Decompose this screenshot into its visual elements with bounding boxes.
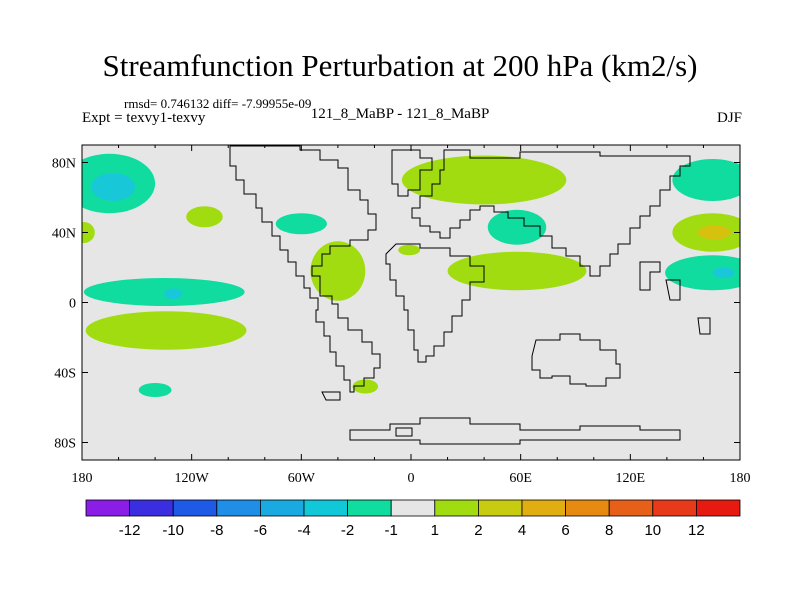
coastlines xyxy=(229,145,711,445)
colorbar-box-1 xyxy=(129,499,174,517)
x-tick-label-3: 0 xyxy=(408,471,415,486)
coastline-2 xyxy=(411,149,691,277)
colorbar-label-1: -10 xyxy=(162,522,184,539)
y-tick-label-3: 40S xyxy=(54,367,76,382)
colorbar-label-2: -8 xyxy=(210,522,223,539)
y-tick-label-0: 80N xyxy=(52,157,76,172)
colorbar-box-8 xyxy=(434,499,479,517)
contour-region-19 xyxy=(352,379,379,394)
colorbar-box-2 xyxy=(172,499,218,517)
coastline-1 xyxy=(391,149,433,197)
x-tick-label-4: 60E xyxy=(509,471,532,486)
y-tick-label-4: 80S xyxy=(54,437,76,452)
x-tick-label-5: 120E xyxy=(616,471,646,486)
coastline-0 xyxy=(229,145,381,393)
colorbar-label-0: -12 xyxy=(119,522,141,539)
coastline-8 xyxy=(697,317,711,335)
colorbar-box-0 xyxy=(85,499,130,517)
contour-region-8 xyxy=(672,159,740,201)
colorbar-label-4: -4 xyxy=(297,522,310,539)
map-axes: 180 120W 60W 0 60E 120E 180 80N 40N 0 40S 80S xyxy=(52,144,751,486)
colorbar-box-3 xyxy=(216,499,261,517)
colorbar-label-8: 2 xyxy=(474,522,482,539)
contour-region-10 xyxy=(401,155,567,205)
map-plot-area xyxy=(82,145,740,460)
contour-region-13 xyxy=(85,311,247,350)
colorbar-box-11 xyxy=(565,499,610,517)
case-label: 121_8_MaBP - 121_8_MaBP xyxy=(310,106,490,122)
chart-title: Streamfunction Perturbation at 200 hPa (… xyxy=(102,48,698,83)
contour-region-7 xyxy=(712,267,735,278)
x-tick-label-1: 120W xyxy=(175,471,210,486)
y-tick-label-1: 40N xyxy=(52,227,76,242)
contour-region-6 xyxy=(665,255,740,291)
colorbar-label-6: -1 xyxy=(385,522,398,539)
colorbar-box-9 xyxy=(477,499,523,517)
colorbar-label-11: 8 xyxy=(605,522,613,539)
y-tick-label-2: 0 xyxy=(69,297,76,312)
colorbar-label-3: -6 xyxy=(254,522,267,539)
contour-region-18 xyxy=(398,244,421,256)
colorbar-label-12: 10 xyxy=(644,522,661,539)
coastline-10 xyxy=(395,427,413,437)
contour-region-1 xyxy=(91,173,136,201)
x-tick-label-6: 180 xyxy=(730,471,751,486)
colorbar-label-7: 1 xyxy=(431,522,439,539)
colorbar-label-5: -2 xyxy=(341,522,354,539)
colorbar-box-14 xyxy=(696,499,741,517)
colorbar-box-13 xyxy=(652,499,697,517)
colorbar: -12 -10 -8 -6 -4 -2 -1 1 2 4 6 8 10 12 xyxy=(85,499,741,539)
colorbar-box-12 xyxy=(608,499,654,517)
contour-region-2 xyxy=(83,278,245,306)
colorbar-label-10: 6 xyxy=(561,522,569,539)
contour-region-9 xyxy=(138,383,172,397)
colorbar-box-4 xyxy=(259,499,305,517)
coastline-4 xyxy=(531,333,621,387)
contour-region-12 xyxy=(310,241,366,301)
colorbar-box-6 xyxy=(347,499,392,517)
contour-region-5 xyxy=(487,209,547,245)
stats-text: rmsd= 0.746132 diff= -7.99955e-09 xyxy=(124,96,312,111)
contour-region-11 xyxy=(447,251,587,291)
contour-region-3 xyxy=(164,288,183,299)
contour-region-4 xyxy=(275,213,327,235)
coastline-5 xyxy=(349,417,681,445)
coastline-3 xyxy=(385,243,485,363)
colorbar-box-10 xyxy=(521,499,566,517)
colorbar-label-13: 12 xyxy=(688,522,705,539)
colorbar-label-9: 4 xyxy=(518,522,526,539)
coastline-7 xyxy=(665,279,681,301)
coastline-9 xyxy=(321,391,341,401)
season-label: DJF xyxy=(716,110,742,126)
x-tick-label-2: 60W xyxy=(288,471,316,486)
colorbar-box-5 xyxy=(303,499,348,517)
coastline-6 xyxy=(639,261,661,291)
contour-region-17 xyxy=(697,225,731,240)
x-tick-label-0: 180 xyxy=(72,471,93,486)
contour-region-15 xyxy=(82,222,95,243)
colorbar-box-7 xyxy=(390,499,436,517)
experiment-label: Expt = texvy1-texvy xyxy=(82,110,206,126)
contour-region-14 xyxy=(186,206,223,228)
